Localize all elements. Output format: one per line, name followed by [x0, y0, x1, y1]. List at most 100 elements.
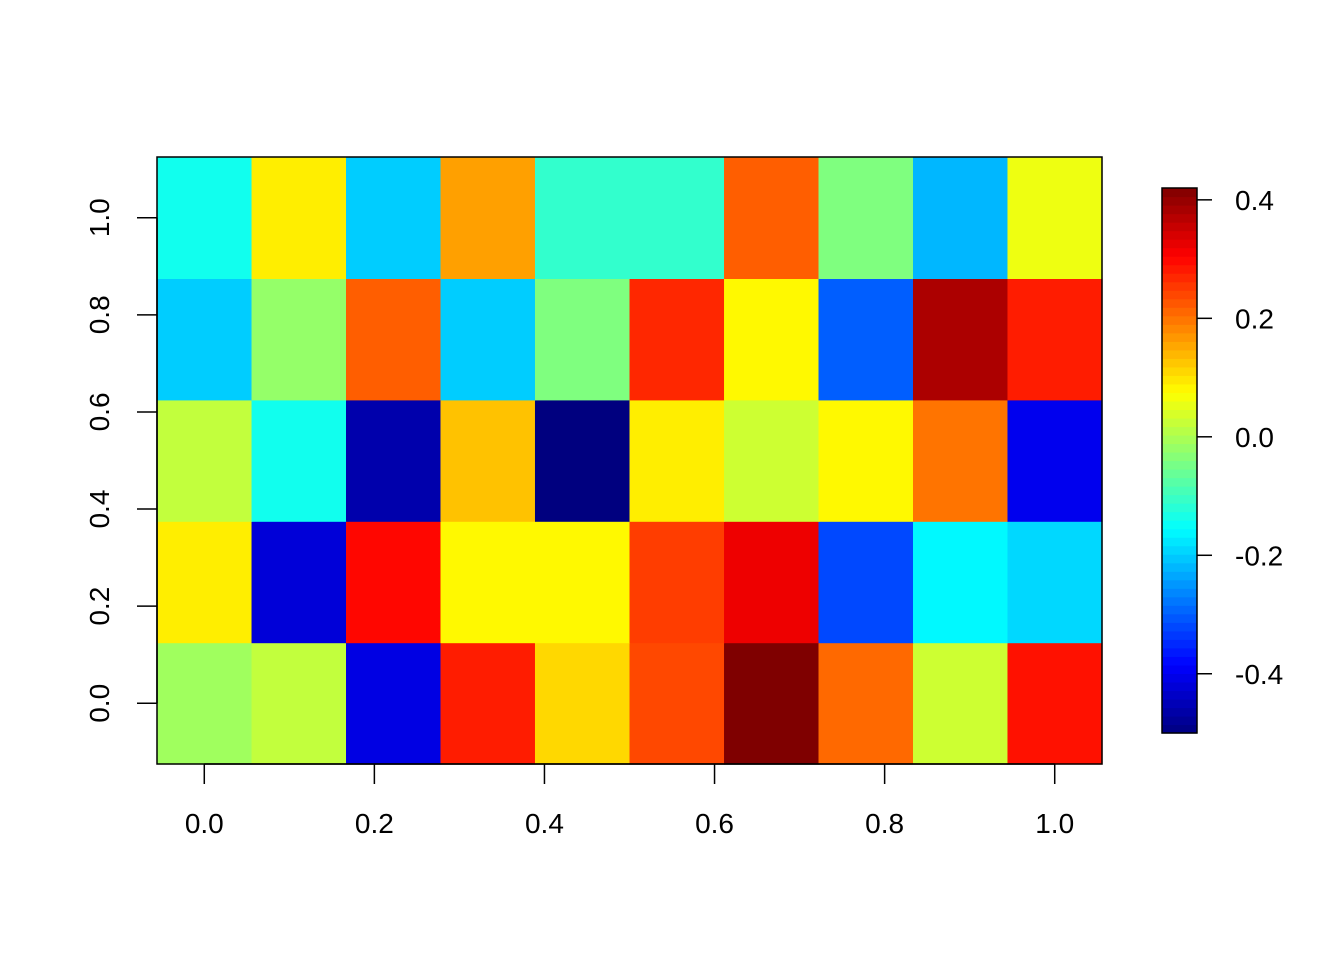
colorbar-band: [1162, 647, 1197, 657]
colorbar-band: [1162, 707, 1197, 717]
colorbar-band: [1162, 537, 1197, 547]
heatmap-cell: [440, 399, 536, 522]
colorbar-band: [1162, 307, 1197, 317]
heatmap-cell: [1007, 642, 1103, 765]
x-tick-label: 0.0: [185, 808, 224, 839]
colorbar-band: [1162, 715, 1197, 726]
x-tick-label: 1.0: [1035, 808, 1074, 839]
colorbar-band: [1162, 222, 1197, 232]
colorbar-band: [1162, 426, 1197, 436]
colorbar-band: [1162, 460, 1197, 470]
colorbar-tick-label: 0.0: [1235, 422, 1274, 453]
colorbar-band: [1162, 349, 1197, 359]
heatmap-cell: [912, 642, 1009, 765]
y-tick-label: 0.8: [84, 295, 115, 334]
colorbar-band: [1162, 494, 1197, 504]
colorbar-band: [1162, 656, 1197, 666]
colorbar-band: [1162, 571, 1197, 581]
colorbar-band: [1162, 562, 1197, 572]
colorbar-band: [1162, 469, 1197, 479]
colorbar-band: [1162, 281, 1197, 291]
heatmap-cell: [818, 642, 914, 765]
heatmap-cell: [251, 157, 347, 279]
colorbar-band: [1162, 545, 1197, 555]
colorbar-band: [1162, 681, 1197, 692]
colorbar-band: [1162, 332, 1197, 342]
colorbar-band: [1162, 196, 1197, 206]
colorbar-tick-label: 0.4: [1235, 185, 1274, 216]
colorbar-band: [1162, 664, 1197, 674]
colorbar: -0.4 -0.2 0.0 0.2 0.4: [1161, 185, 1283, 734]
heatmap-cell: [818, 278, 914, 401]
colorbar-band: [1162, 239, 1197, 249]
heatmap-cell: [157, 157, 253, 279]
colorbar-band: [1162, 366, 1197, 376]
heatmap-cell: [912, 157, 1009, 279]
heatmap-cell: [251, 278, 347, 401]
y-tick-label: 1.0: [84, 198, 115, 237]
colorbar-band: [1162, 383, 1197, 393]
heatmap-cell: [629, 399, 725, 522]
colorbar-band: [1162, 520, 1197, 530]
colorbar-band: [1162, 247, 1197, 257]
heatmap-cell: [346, 521, 442, 644]
colorbar-band: [1162, 205, 1197, 215]
heatmap-cell: [251, 399, 347, 522]
colorbar-band: [1162, 434, 1197, 445]
colorbar-band: [1162, 622, 1197, 632]
colorbar-band: [1162, 579, 1197, 589]
colorbar-band: [1162, 324, 1197, 334]
heatmap-cell: [534, 642, 631, 765]
colorbar-band: [1162, 392, 1197, 402]
heatmap-cell: [440, 521, 536, 644]
colorbar-band: [1162, 639, 1197, 649]
heatmap-cell: [440, 157, 536, 279]
heatmap-cell: [251, 642, 347, 765]
heatmap-cell: [534, 157, 631, 279]
heatmap-cell: [440, 278, 536, 401]
y-tick-label: 0.6: [84, 392, 115, 431]
y-axis: 0.0 0.2 0.4 0.6 0.8 1.0: [84, 198, 158, 723]
colorbar-band: [1162, 230, 1197, 240]
colorbar-band: [1162, 188, 1197, 198]
heatmap-cell: [346, 278, 442, 401]
x-tick-label: 0.4: [525, 808, 564, 839]
heatmap-cell: [724, 278, 820, 401]
heatmap-cell: [724, 642, 820, 765]
colorbar-band: [1162, 409, 1197, 419]
colorbar-band: [1162, 477, 1197, 487]
colorbar-band: [1162, 213, 1197, 223]
heatmap-cell: [1007, 278, 1103, 401]
heatmap-cell: [629, 157, 725, 279]
heatmap-cell: [724, 521, 820, 644]
heatmap-cell: [724, 157, 820, 279]
colorbar-band: [1162, 698, 1197, 709]
colorbar-band: [1162, 264, 1197, 274]
colorbar-band: [1162, 673, 1197, 683]
heatmap-cell: [818, 157, 914, 279]
heatmap-cell: [818, 521, 914, 644]
heatmap-cell: [534, 521, 631, 644]
heatmap-cell: [251, 521, 347, 644]
colorbar-band: [1162, 724, 1197, 734]
colorbar-tick-label: -0.4: [1235, 659, 1283, 690]
heatmap-cell: [912, 278, 1009, 401]
colorbar-band: [1162, 417, 1197, 428]
y-tick-label: 0.4: [84, 490, 115, 529]
heatmap-cell: [1007, 521, 1103, 644]
heatmap-cell: [629, 278, 725, 401]
heatmap-cell: [346, 399, 442, 522]
colorbar-band: [1162, 613, 1197, 623]
heatmap-cell: [724, 399, 820, 522]
x-tick-label: 0.8: [865, 808, 904, 839]
colorbar-band: [1162, 358, 1197, 368]
colorbar-band: [1162, 273, 1197, 283]
colorbar-tick-label: -0.2: [1235, 540, 1283, 571]
colorbar-band: [1162, 630, 1197, 640]
heatmap-cell: [534, 278, 631, 401]
heatmap-cell: [818, 399, 914, 522]
colorbar-band: [1162, 588, 1197, 598]
heatmap-cell: [346, 642, 442, 765]
colorbar-band: [1162, 605, 1197, 615]
